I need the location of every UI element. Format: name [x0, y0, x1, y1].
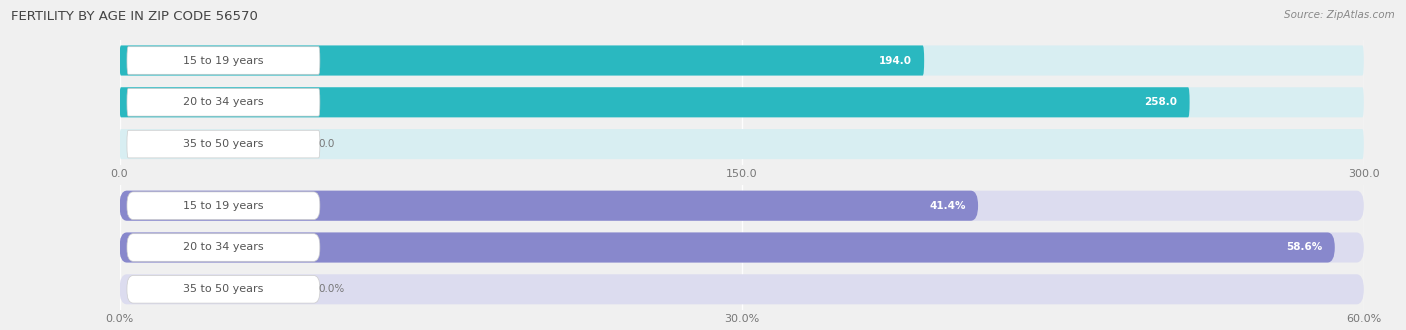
Text: 58.6%: 58.6%	[1286, 243, 1322, 252]
FancyBboxPatch shape	[120, 274, 1364, 304]
Text: 15 to 19 years: 15 to 19 years	[183, 55, 264, 65]
Text: 15 to 19 years: 15 to 19 years	[183, 201, 264, 211]
FancyBboxPatch shape	[127, 192, 319, 219]
Text: 0.0%: 0.0%	[319, 284, 344, 294]
FancyBboxPatch shape	[127, 47, 319, 74]
FancyBboxPatch shape	[120, 46, 924, 76]
FancyBboxPatch shape	[120, 46, 1364, 76]
FancyBboxPatch shape	[120, 87, 1189, 117]
FancyBboxPatch shape	[120, 191, 1364, 221]
Text: 35 to 50 years: 35 to 50 years	[183, 139, 263, 149]
Text: 41.4%: 41.4%	[929, 201, 966, 211]
FancyBboxPatch shape	[120, 232, 1334, 263]
FancyBboxPatch shape	[120, 87, 1364, 117]
FancyBboxPatch shape	[127, 276, 319, 303]
FancyBboxPatch shape	[127, 88, 319, 116]
FancyBboxPatch shape	[120, 232, 1364, 263]
Text: FERTILITY BY AGE IN ZIP CODE 56570: FERTILITY BY AGE IN ZIP CODE 56570	[11, 10, 259, 23]
Text: 194.0: 194.0	[879, 55, 911, 65]
FancyBboxPatch shape	[127, 234, 319, 261]
Text: 20 to 34 years: 20 to 34 years	[183, 97, 264, 107]
Text: Source: ZipAtlas.com: Source: ZipAtlas.com	[1284, 10, 1395, 20]
FancyBboxPatch shape	[120, 191, 979, 221]
Text: 20 to 34 years: 20 to 34 years	[183, 243, 264, 252]
Text: 258.0: 258.0	[1144, 97, 1177, 107]
FancyBboxPatch shape	[127, 130, 319, 158]
Text: 35 to 50 years: 35 to 50 years	[183, 284, 263, 294]
FancyBboxPatch shape	[120, 129, 1364, 159]
Text: 0.0: 0.0	[319, 139, 335, 149]
